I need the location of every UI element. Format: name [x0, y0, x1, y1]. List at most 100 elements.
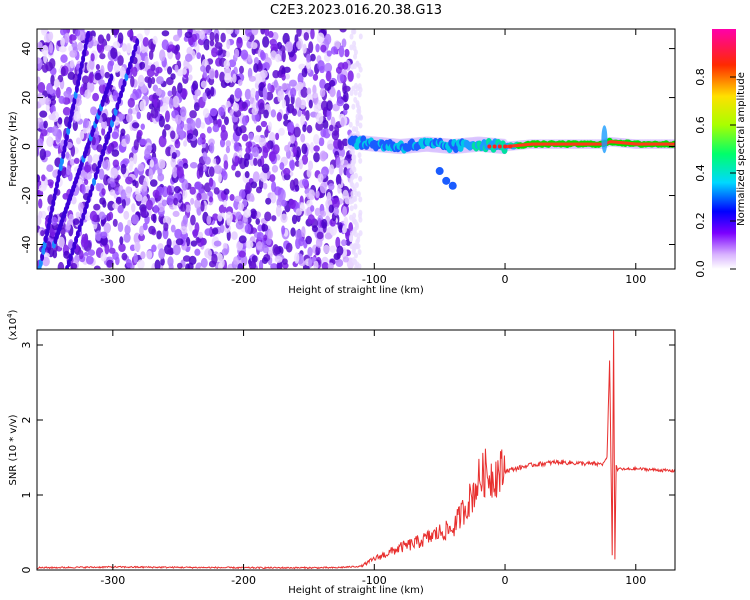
- signal-peak: [506, 144, 509, 148]
- heatmap-cell: [326, 50, 332, 57]
- snr-y-axis-label: SNR (10 * v/v): [8, 414, 19, 485]
- heatmap-cell: [37, 174, 40, 183]
- heatmap-cell: [48, 113, 56, 121]
- heatmap-cell: [281, 199, 287, 207]
- heatmap-cell: [358, 66, 363, 73]
- heatmap-cell: [113, 63, 121, 73]
- heatmap-cell: [251, 29, 259, 36]
- heatmap-cell: [108, 247, 116, 254]
- heatmap-cell: [349, 178, 354, 185]
- heatmap-cell: [196, 52, 202, 60]
- heatmap-cell: [281, 73, 286, 81]
- heatmap-cell: [351, 103, 356, 110]
- signal-peak: [563, 142, 566, 146]
- heatmap-cell: [253, 56, 259, 66]
- heatmap-cell: [269, 174, 276, 183]
- heatmap-cell: [237, 202, 245, 211]
- heatmap-cell: [281, 50, 286, 63]
- heatmap-cell: [102, 160, 109, 170]
- heatmap-cell: [69, 109, 74, 117]
- signal-peak: [614, 140, 617, 144]
- heatmap-cell: [135, 88, 142, 99]
- heatmap-cell: [271, 215, 277, 222]
- heatmap-cell: [84, 37, 89, 45]
- heatmap-cell: [232, 73, 237, 84]
- heatmap-cell: [69, 50, 78, 58]
- heatmap-cell: [315, 43, 320, 53]
- heatmap-cell: [255, 125, 262, 133]
- signal-peak: [617, 140, 620, 144]
- heatmap-cell: [234, 170, 241, 178]
- y-tick-label: 0: [20, 567, 33, 574]
- heatmap-cell: [75, 137, 81, 145]
- heatmap-cell: [274, 186, 282, 196]
- heatmap-cell: [352, 154, 357, 161]
- signal-peak: [610, 140, 613, 144]
- heatmap-cell: [120, 128, 126, 136]
- heatmap-cell: [78, 67, 83, 75]
- heatmap-cell: [213, 187, 220, 195]
- heatmap-cell: [335, 236, 341, 249]
- heatmap-cell: [214, 69, 219, 79]
- heatmap-cell: [182, 255, 191, 262]
- heatmap-cell: [195, 117, 202, 129]
- heatmap-cell: [189, 186, 196, 195]
- heatmap-cell: [341, 239, 347, 247]
- heatmap-cell: [170, 157, 177, 168]
- signal-peak: [612, 140, 615, 144]
- signal-peak: [548, 142, 551, 146]
- heatmap-cell: [141, 85, 148, 94]
- signal-peak: [616, 140, 619, 144]
- heatmap-cell: [154, 259, 161, 269]
- heatmap-cell: [217, 213, 223, 222]
- heatmap-cell: [82, 127, 89, 134]
- heatmap-cell: [256, 241, 263, 250]
- heatmap-cell: [298, 158, 303, 170]
- heatmap-cell: [37, 76, 41, 84]
- y-tick-label: 3: [20, 342, 33, 349]
- signal-peak: [626, 141, 629, 145]
- heatmap-cell: [339, 73, 345, 83]
- heatmap-cell: [292, 145, 297, 157]
- heatmap-cell: [95, 166, 100, 175]
- heatmap-cell: [357, 249, 362, 256]
- heatmap-cell: [219, 138, 226, 148]
- heatmap-cell: [192, 229, 199, 237]
- heatmap-cell: [320, 210, 327, 217]
- heatmap-cell: [102, 142, 107, 151]
- heatmap-cell: [51, 125, 59, 137]
- heatmap-cell: [41, 174, 46, 182]
- heatmap-cell: [270, 191, 277, 204]
- signal-peak: [553, 142, 556, 146]
- heatmap-cell: [49, 182, 54, 189]
- heatmap-cell: [236, 37, 243, 49]
- signal-peak: [648, 142, 651, 146]
- heatmap-cell: [271, 165, 279, 173]
- signal-peak: [634, 142, 637, 146]
- heatmap-cell: [253, 63, 259, 73]
- heatmap-cell: [131, 49, 136, 58]
- heatmap-cell: [342, 108, 348, 116]
- heatmap-cell: [270, 263, 278, 269]
- heatmap-cell: [260, 29, 265, 35]
- heatmap-cell: [354, 190, 359, 197]
- heatmap-cell: [212, 227, 219, 235]
- heatmap-cell: [284, 144, 290, 153]
- heatmap-cell: [214, 42, 223, 49]
- y-tick-label: 40: [20, 42, 33, 56]
- heatmap-cell: [337, 222, 343, 230]
- heatmap-cell: [244, 152, 251, 161]
- heatmap-cell: [83, 118, 90, 129]
- heatmap-cell: [200, 122, 206, 129]
- heatmap-cell: [338, 164, 343, 176]
- signal-peak: [573, 142, 576, 146]
- heatmap-cell: [343, 103, 350, 111]
- heatmap-cell: [349, 148, 354, 155]
- heatmap-cell: [173, 197, 179, 206]
- heatmap-cell: [125, 42, 133, 54]
- heatmap-cell: [343, 216, 349, 226]
- heatmap-cell: [250, 87, 256, 98]
- heatmap-cell: [110, 181, 116, 188]
- heatmap-cell: [85, 255, 94, 265]
- colorbar-tick-label: 0.6: [694, 116, 707, 134]
